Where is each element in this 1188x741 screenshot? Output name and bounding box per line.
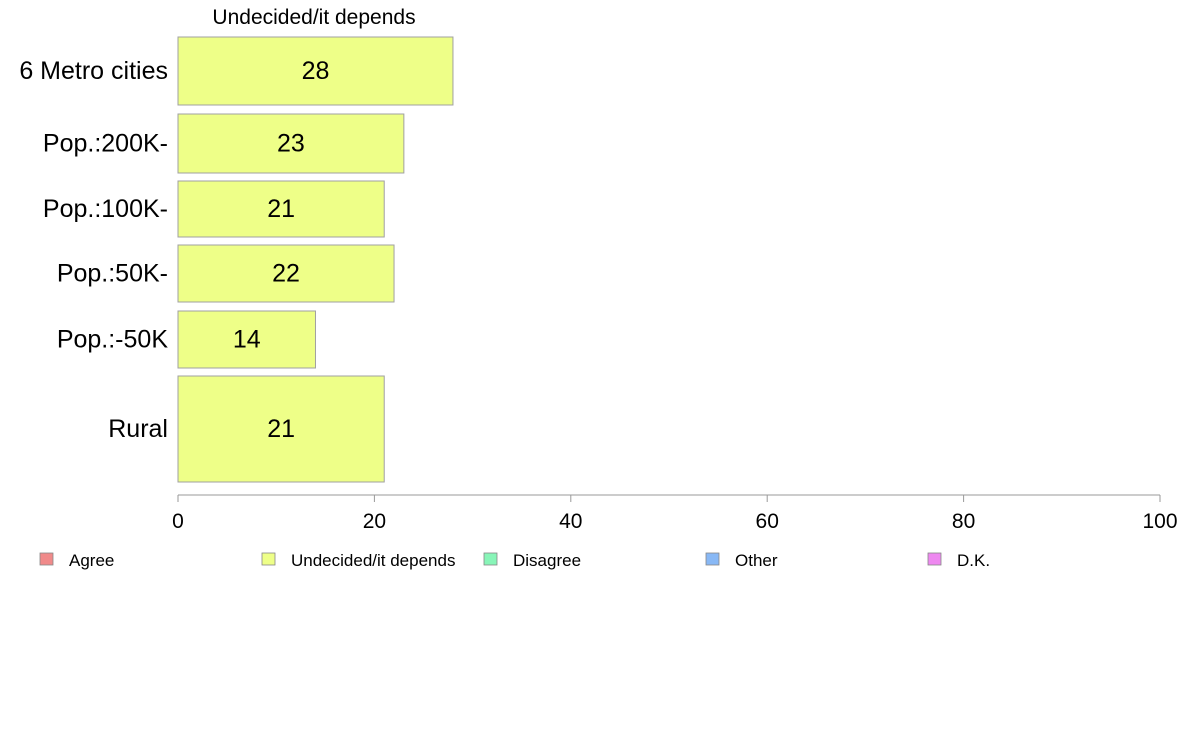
legend: Agree Undecided/it depends Disagree Other D.… xyxy=(39,551,990,570)
bars-layer: 28 6 Metro cities 23 Pop.:200K- 21 Pop.:100K-… xyxy=(19,36,454,483)
bar-value-label: 23 xyxy=(277,130,305,158)
bar-5 xyxy=(177,310,316,369)
legend-label: Other xyxy=(735,551,778,570)
category-label: Pop.:200K- xyxy=(43,130,168,158)
bar-value-label: 28 xyxy=(302,57,330,85)
bar-value-label: 21 xyxy=(267,195,295,223)
legend-swatch xyxy=(39,552,54,566)
bar-1 xyxy=(177,36,454,106)
legend-swatch xyxy=(261,552,276,566)
x-tick-label: 100 xyxy=(1142,510,1177,533)
bar-2 xyxy=(177,113,405,174)
bar-6 xyxy=(177,375,385,483)
chart-title: Undecided/it depends xyxy=(212,6,415,29)
legend-label: Undecided/it depends xyxy=(291,551,455,570)
x-tick-label: 80 xyxy=(952,510,975,533)
category-label: Pop.:50K- xyxy=(57,260,168,288)
legend-label: D.K. xyxy=(957,551,990,570)
category-label: Pop.:100K- xyxy=(43,195,168,223)
legend-label: Disagree xyxy=(513,551,581,570)
legend-swatch xyxy=(927,552,942,566)
category-label: 6 Metro cities xyxy=(19,57,168,85)
bar-value-label: 14 xyxy=(233,326,261,354)
x-tick-label: 60 xyxy=(756,510,779,533)
x-axis: 0 20 40 60 80 100 xyxy=(172,494,1178,533)
category-label: Pop.:-50K xyxy=(57,326,169,354)
x-tick-label: 0 xyxy=(172,510,184,533)
bar-4 xyxy=(177,244,395,303)
bar-value-label: 21 xyxy=(267,415,295,443)
bar-3 xyxy=(177,180,385,238)
legend-label: Agree xyxy=(69,551,114,570)
legend-swatch xyxy=(705,552,720,566)
x-tick-label: 20 xyxy=(363,510,386,533)
x-tick-label: 40 xyxy=(559,510,582,533)
bar-value-label: 22 xyxy=(272,260,300,288)
category-label: Rural xyxy=(108,415,168,443)
legend-swatch xyxy=(483,552,498,566)
